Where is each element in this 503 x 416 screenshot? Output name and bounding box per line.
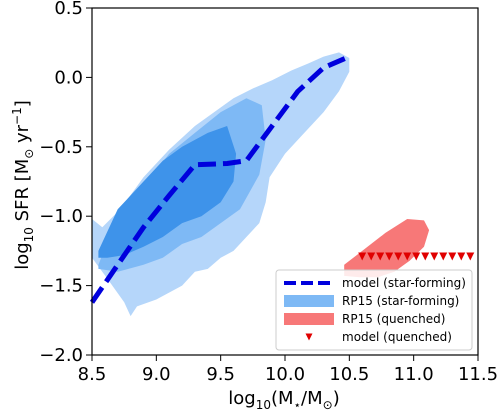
y-axis-label: log10 SFR [M⊙ yr−1] [10, 100, 36, 270]
y-tick-label: 0.5 [54, 0, 83, 19]
y-tick-label: −0.5 [39, 137, 83, 158]
y-tick-label: −1.0 [39, 206, 83, 227]
model-quenched-marker [412, 252, 421, 261]
x-tick-label: 10.5 [329, 364, 369, 385]
legend: model (star-forming) RP15 (star-forming) R… [275, 269, 473, 351]
model-star-forming-line [89, 54, 351, 304]
legend-label: model (quenched) [342, 330, 452, 344]
contour-star-forming-level-3 [98, 126, 237, 258]
model-quenched-marker [367, 252, 376, 261]
x-tick-label: 9.5 [206, 364, 235, 385]
legend-label: model (star-forming) [342, 276, 466, 290]
model-quenched-marker [358, 252, 367, 261]
model-quenched-marker [457, 252, 466, 261]
tick-layer: 8.5 9.0 9.5 10.0 10.5 11.0 11.5 −2.0 −1.5 −1.0 −0.… [39, 0, 498, 385]
legend-box [275, 269, 473, 351]
marker-layer [358, 252, 475, 261]
model-quenched-marker [466, 252, 475, 261]
y-tick-label: 0.0 [54, 67, 83, 88]
model-quenched-marker [439, 252, 448, 261]
legend-label: RP15 (quenched) [342, 312, 445, 326]
model-quenched-marker [403, 252, 412, 261]
x-tick-label: 8.5 [78, 364, 107, 385]
model-quenched-marker [394, 252, 403, 261]
model-quenched-marker [376, 252, 385, 261]
model-quenched-marker [385, 252, 394, 261]
legend-handle-rp15-quenched [284, 313, 334, 325]
model-quenched-marker [430, 252, 439, 261]
legend-handle-model-quenched [305, 333, 313, 341]
model-quenched-marker [421, 252, 430, 261]
x-tick-label: 11.5 [458, 364, 498, 385]
legend-label: RP15 (star-forming) [342, 294, 459, 308]
contour-quenched-level-1 [344, 219, 430, 278]
x-axis-label: log10(M⋆/M⊙) [228, 388, 340, 412]
y-tick-label: −2.0 [39, 345, 83, 366]
x-tick-label: 10.0 [265, 364, 305, 385]
x-tick-label: 9.0 [142, 364, 171, 385]
model-line-layer [89, 54, 351, 304]
legend-handle-rp15-star-forming [284, 295, 334, 307]
y-tick-label: −1.5 [39, 276, 83, 297]
x-tick-label: 11.0 [394, 364, 434, 385]
model-quenched-marker [448, 252, 457, 261]
